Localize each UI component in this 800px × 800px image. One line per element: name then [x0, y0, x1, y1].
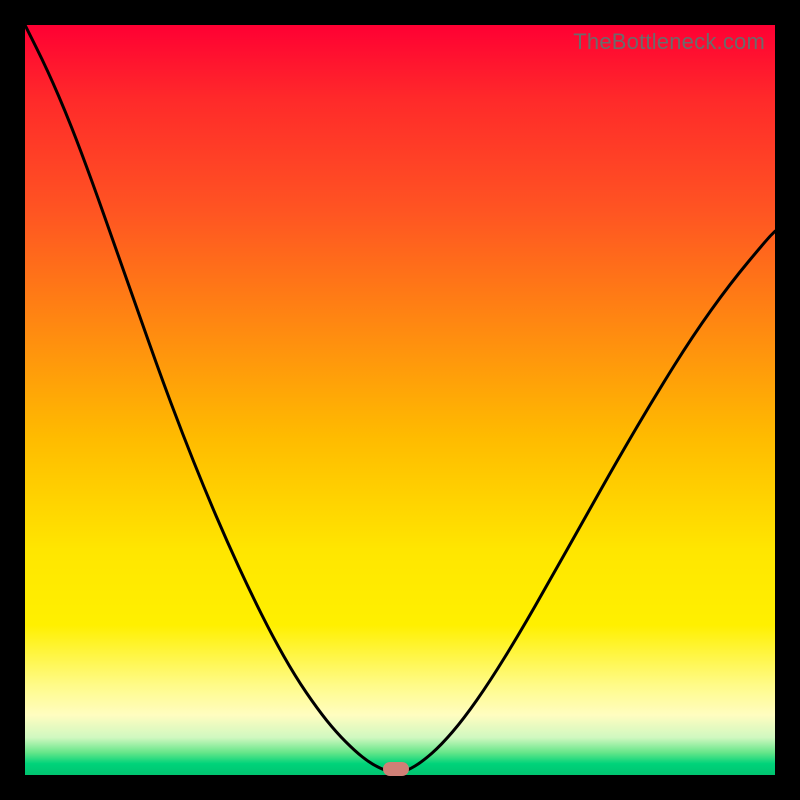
curve-path [25, 25, 775, 773]
plot-area: TheBottleneck.com [25, 25, 775, 775]
minimum-marker [383, 762, 409, 776]
chart-frame: TheBottleneck.com [0, 0, 800, 800]
bottleneck-curve [25, 25, 775, 775]
